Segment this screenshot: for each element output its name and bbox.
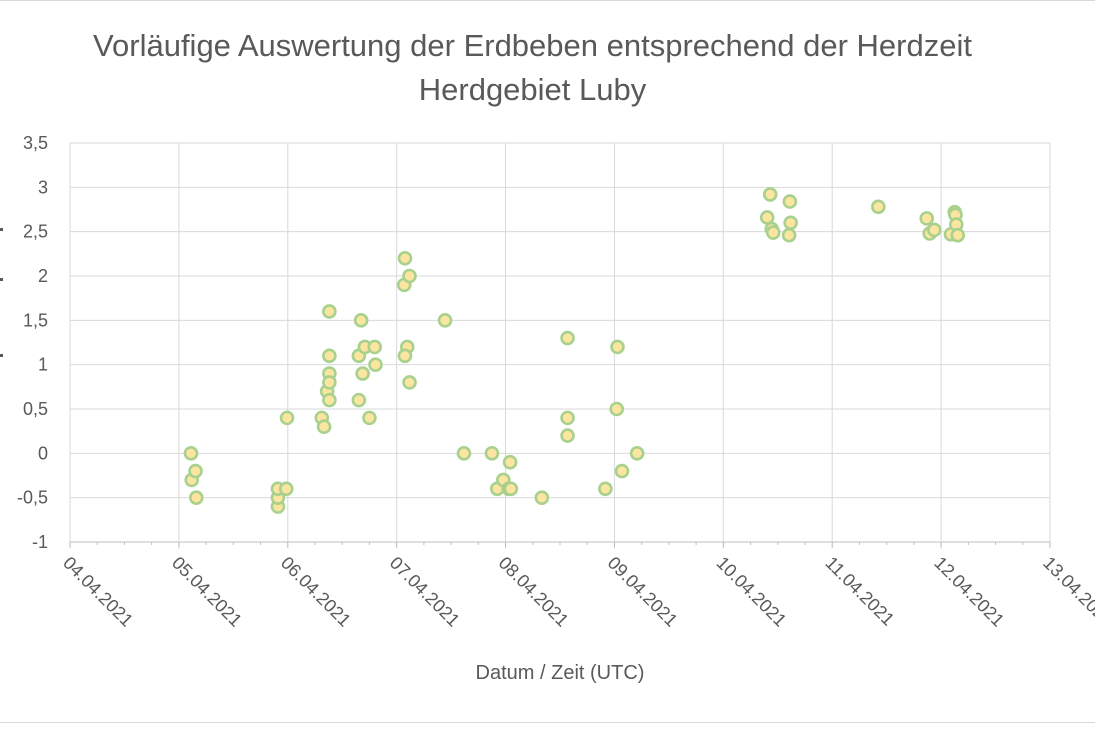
chart-frame-bottom	[0, 722, 1095, 723]
x-axis	[69, 541, 1051, 548]
data-point	[614, 463, 630, 479]
x-axis-label: Datum / Zeit (UTC)	[475, 662, 645, 684]
x-tick-label: 06.04.2021	[277, 553, 355, 631]
data-point	[560, 330, 575, 346]
grid-lines	[69, 142, 1051, 543]
x-tick-label: 10.04.2021	[713, 553, 791, 631]
data-point	[183, 446, 199, 461]
x-tick-labels: 04.04.2021 05.04.2021 06.04.2021 07.04.2021…	[59, 553, 1095, 631]
clipped-y-label-fragment	[0, 278, 3, 281]
x-tick-label: 07.04.2021	[386, 553, 464, 631]
data-point	[355, 366, 370, 381]
data-point	[188, 463, 203, 479]
x-tick-label: 04.04.2021	[59, 553, 137, 631]
y-tick-label: 3	[38, 177, 48, 197]
data-point	[484, 446, 500, 461]
data-point	[322, 375, 337, 390]
y-tick-label: 0,5	[23, 399, 48, 419]
data-point	[534, 490, 550, 505]
data-point	[560, 410, 575, 426]
data-point	[316, 419, 332, 435]
data-point	[759, 210, 775, 225]
y-axis-label-fragments	[0, 228, 3, 357]
clipped-y-label-fragment	[0, 228, 3, 231]
data-point	[927, 222, 942, 238]
chart-frame-top	[0, 0, 1095, 1]
data-point	[781, 227, 797, 243]
data-point	[437, 313, 453, 328]
data-point	[322, 304, 337, 319]
data-point	[351, 392, 367, 408]
x-tick-label: 05.04.2021	[168, 553, 246, 631]
data-point	[502, 454, 518, 470]
y-tick-label: 2,5	[23, 222, 48, 242]
data-point	[783, 215, 798, 231]
data-point	[919, 211, 935, 226]
x-tick-label: 08.04.2021	[495, 553, 573, 631]
data-point	[598, 481, 613, 497]
data-point	[397, 348, 413, 364]
clipped-y-label-fragment	[0, 354, 3, 357]
data-point	[353, 313, 369, 328]
data-point	[871, 199, 886, 215]
data-point	[629, 446, 645, 461]
data-point	[322, 392, 337, 408]
data-point	[609, 401, 625, 417]
data-point	[367, 339, 383, 355]
y-tick-label: 2	[38, 266, 48, 286]
chart-subtitle: Herdgebiet Luby	[418, 72, 647, 107]
y-tick-label: -0,5	[17, 488, 48, 508]
data-point	[503, 481, 519, 497]
data-point	[397, 250, 413, 266]
data-point	[322, 348, 337, 364]
data-point	[782, 194, 798, 209]
data-point	[362, 410, 377, 426]
chart-title: Vorläufige Auswertung der Erdbeben entsp…	[93, 28, 972, 63]
data-point	[456, 446, 472, 461]
x-tick-label: 12.04.2021	[930, 553, 1008, 631]
data-point	[368, 357, 383, 372]
x-tick-label: 13.04.2021	[1039, 553, 1095, 631]
data-points	[183, 187, 966, 514]
y-tick-label: 3,5	[23, 133, 48, 153]
y-tick-label: 0	[38, 443, 48, 463]
y-tick-labels: -1 -0,5 0 0,5 1 1,5 2 2,5 3 3,5	[17, 133, 48, 552]
y-tick-label: -1	[32, 532, 48, 552]
data-point	[765, 225, 781, 240]
x-tick-label: 09.04.2021	[604, 553, 682, 631]
data-point	[610, 339, 625, 355]
y-tick-label: 1	[38, 355, 48, 375]
data-point	[188, 490, 204, 505]
x-tick-label: 11.04.2021	[821, 553, 898, 630]
data-point	[402, 375, 417, 390]
data-point	[278, 481, 294, 497]
data-point	[279, 410, 295, 426]
data-point	[762, 187, 778, 202]
data-point	[560, 428, 575, 443]
data-point	[950, 227, 966, 243]
y-tick-label: 1,5	[23, 310, 48, 330]
data-point	[402, 268, 417, 284]
